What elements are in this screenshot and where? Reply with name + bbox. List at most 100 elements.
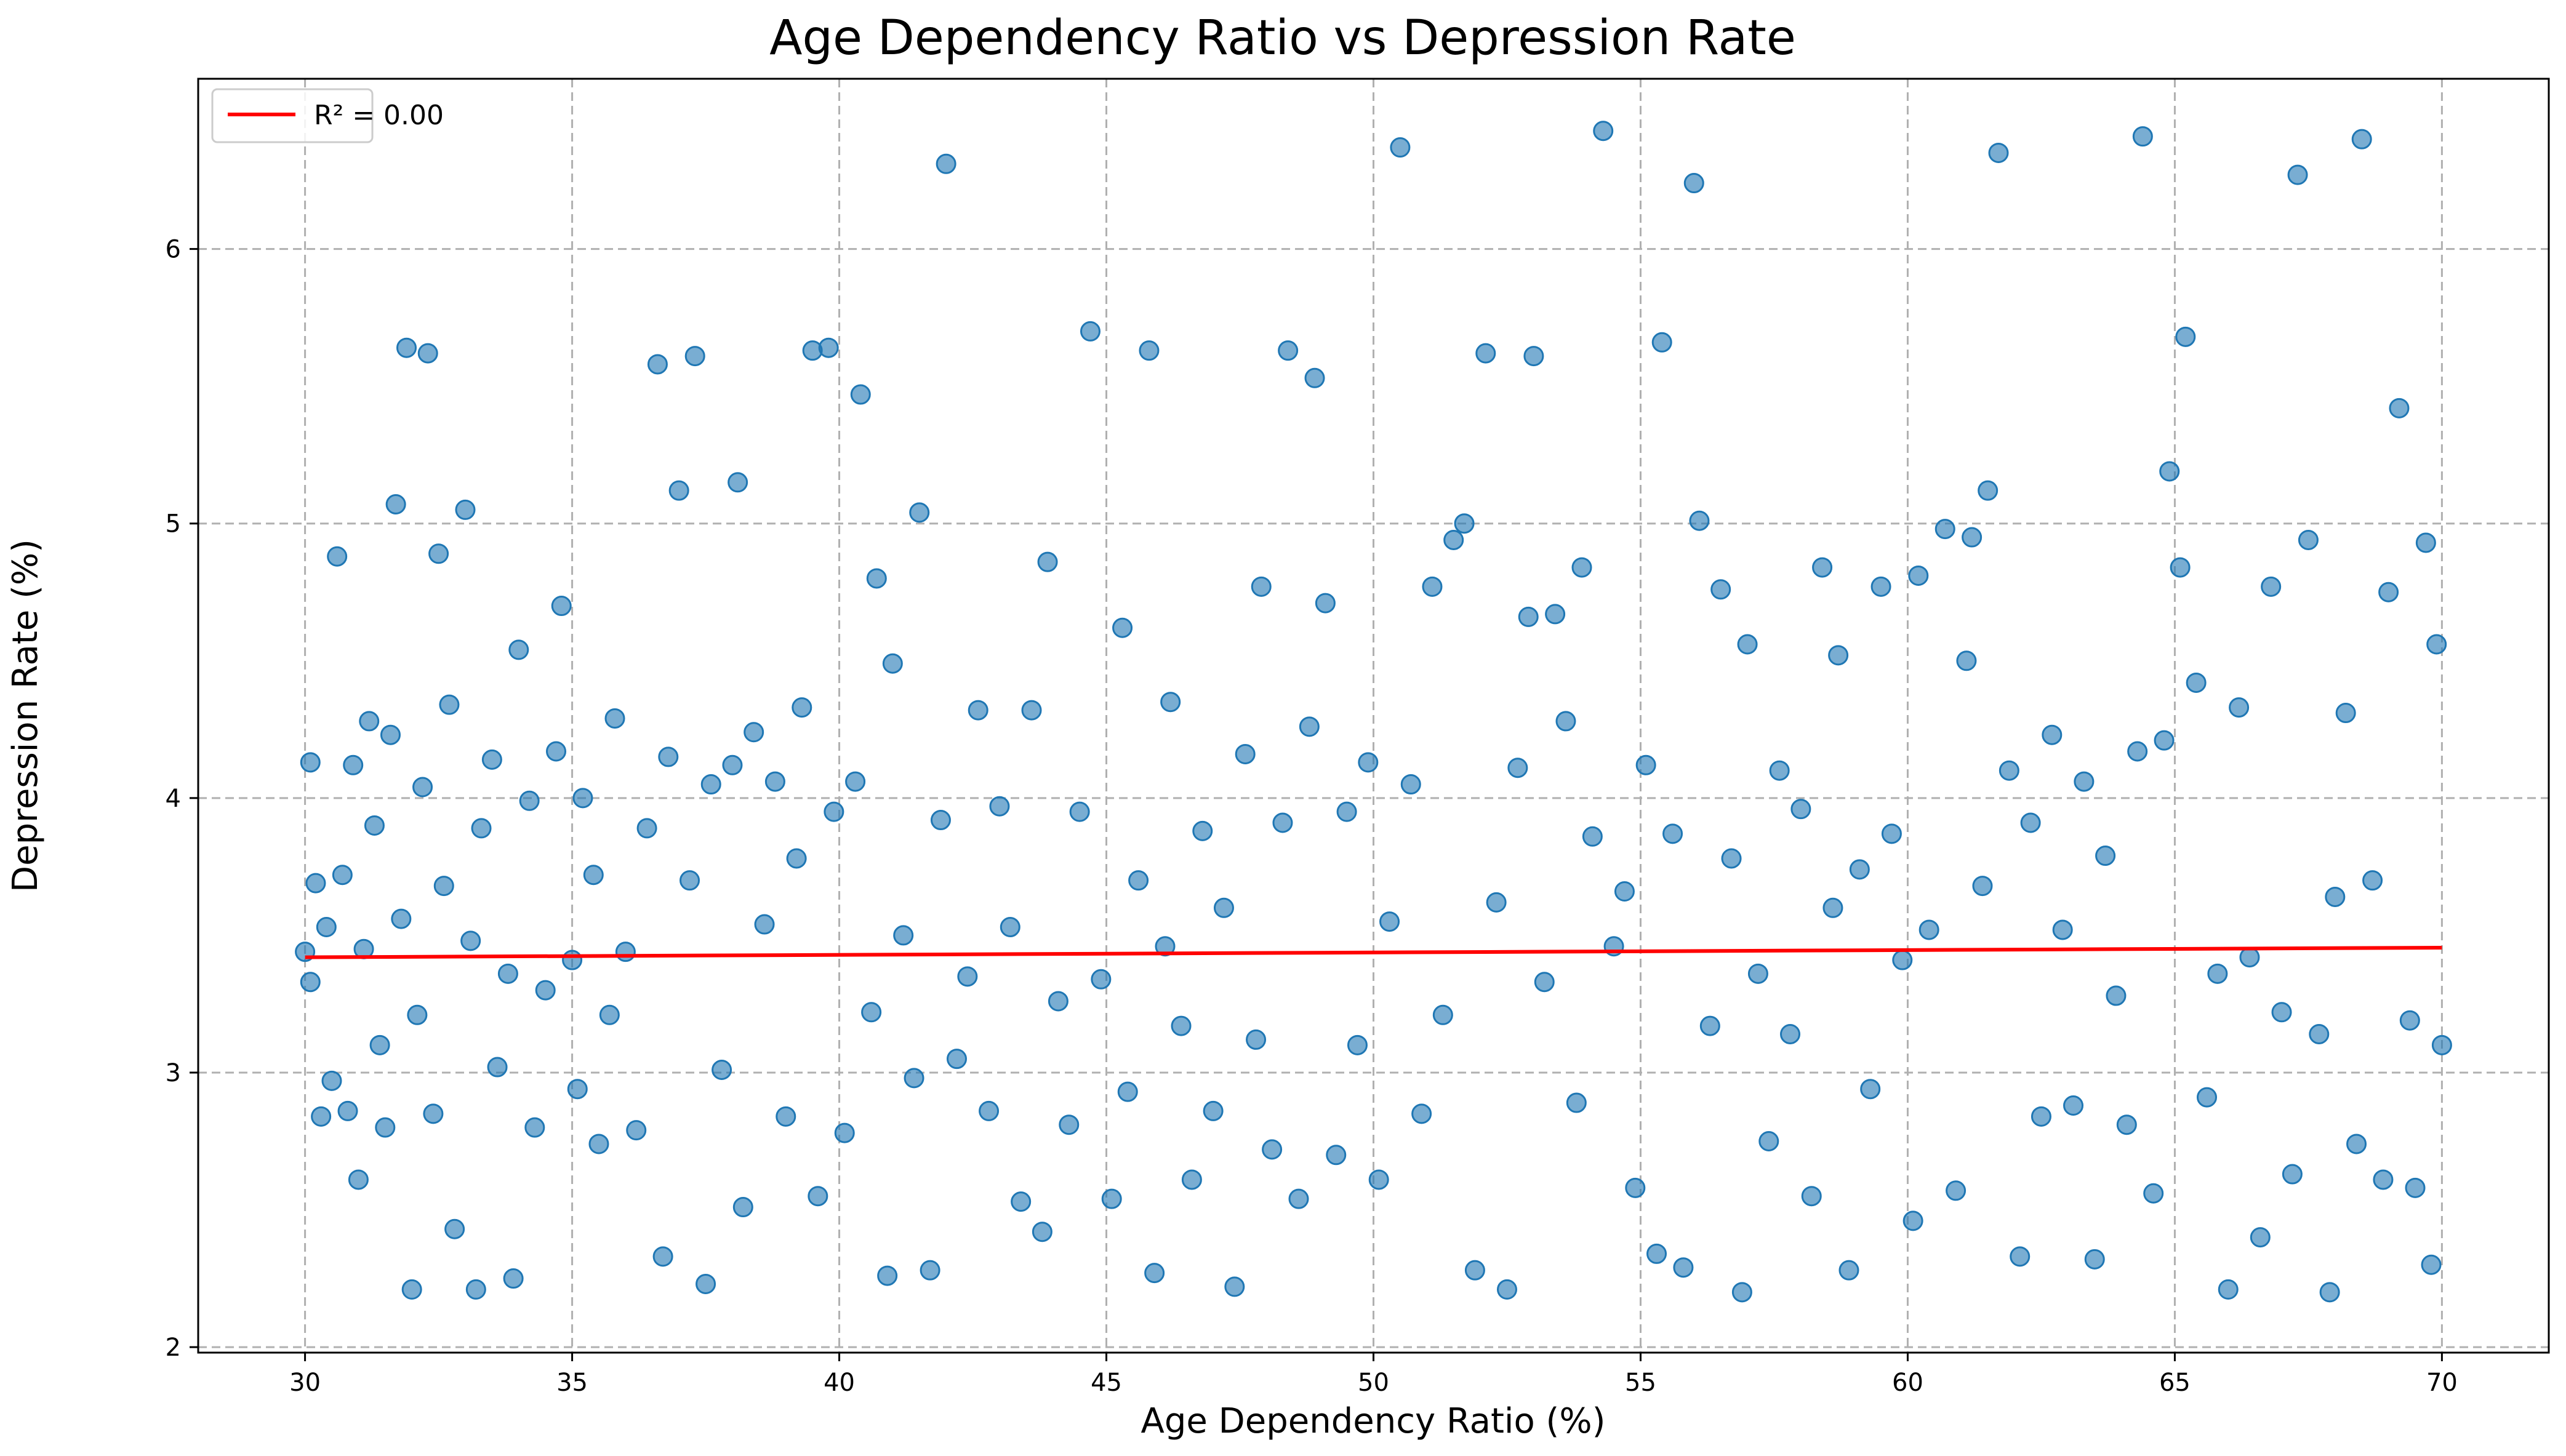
data-point (1358, 752, 1379, 773)
data-point (300, 972, 321, 993)
data-point (1812, 557, 1833, 578)
x-tick-label: 45 (1091, 1369, 1122, 1397)
data-point (343, 754, 364, 775)
data-point (2362, 870, 2383, 891)
data-point (615, 942, 636, 962)
data-point (1635, 754, 1656, 775)
data-point (567, 1079, 588, 1100)
data-point (1523, 346, 1544, 367)
data-point (2175, 326, 2196, 347)
data-point (2010, 1246, 2031, 1267)
data-point (380, 724, 401, 745)
data-point (1683, 173, 1704, 194)
data-point (1011, 1191, 1032, 1212)
grid (198, 79, 2549, 1353)
data-point (519, 790, 540, 811)
data-point (764, 771, 785, 792)
data-point (700, 774, 721, 795)
data-point (551, 596, 572, 617)
data-point (636, 818, 657, 839)
data-point (722, 754, 743, 775)
data-point (658, 746, 679, 767)
data-point (2282, 1164, 2303, 1185)
data-point (1304, 367, 1325, 388)
data-point (1464, 1260, 1485, 1281)
y-tick-label: 4 (166, 785, 181, 813)
data-point (481, 749, 502, 770)
data-point (369, 1034, 390, 1055)
data-point (1956, 650, 1977, 671)
data-point (2426, 634, 2447, 655)
data-point (1080, 321, 1101, 342)
data-point (808, 1186, 828, 1207)
data-point (359, 711, 380, 732)
data-point (1935, 519, 1955, 540)
x-tick-label: 70 (2426, 1369, 2458, 1397)
data-point (583, 865, 604, 886)
data-point (2298, 529, 2319, 550)
data-point (1737, 634, 1758, 655)
regression-line (305, 945, 2442, 959)
data-point (882, 653, 903, 674)
data-point (1037, 551, 1058, 572)
data-point (487, 1057, 508, 1078)
legend: R² = 0.00 (211, 88, 444, 143)
y-axis-ticks: 2 3 4 5 6 (166, 236, 198, 1362)
data-point (936, 153, 956, 174)
data-point (412, 777, 433, 798)
data-point (1171, 1015, 1192, 1036)
data-point (1144, 1263, 1165, 1284)
data-point (348, 1169, 369, 1190)
data-point (957, 966, 978, 987)
data-point (546, 741, 567, 762)
data-point (1721, 848, 1742, 869)
data-point (1192, 820, 1213, 841)
data-point (2373, 1169, 2394, 1190)
regression-line-layer (305, 945, 2442, 959)
scatter-points (295, 121, 2452, 1303)
data-point (1336, 801, 1357, 822)
y-tick-label: 2 (166, 1334, 181, 1362)
data-point (732, 1197, 753, 1218)
data-point (337, 1100, 358, 1121)
data-point (1486, 892, 1507, 913)
data-point (877, 1265, 898, 1286)
y-tick-label: 6 (166, 236, 181, 264)
x-tick-label: 40 (824, 1369, 855, 1397)
data-point (1673, 1257, 1694, 1278)
data-point (1422, 576, 1443, 597)
data-point (1978, 480, 1999, 501)
data-point (1571, 557, 1592, 578)
data-point (2127, 741, 2148, 762)
data-point (2042, 724, 2063, 745)
data-point (1972, 876, 1993, 897)
data-point (524, 1117, 545, 1138)
data-point (1769, 760, 1790, 781)
data-point (1224, 1276, 1245, 1297)
data-point (1299, 716, 1320, 737)
data-point (311, 1106, 332, 1127)
data-point (2421, 1254, 2442, 1275)
data-point (1710, 579, 1731, 600)
data-point (1999, 760, 2019, 781)
x-tick-label: 50 (1358, 1369, 1389, 1397)
data-point (1555, 711, 1576, 732)
x-axis-ticks: 30 35 40 45 50 55 60 65 70 (289, 1353, 2458, 1397)
data-point (930, 810, 951, 831)
data-point (1860, 1079, 1881, 1100)
data-point (2335, 703, 2356, 724)
data-point (2154, 730, 2175, 751)
data-point (979, 1100, 1000, 1121)
data-point (1881, 823, 1902, 844)
data-point (460, 930, 481, 951)
data-point (834, 1122, 855, 1143)
data-point (2319, 1282, 2340, 1303)
data-point (1496, 1279, 1517, 1300)
data-point (321, 1070, 342, 1091)
data-point (1315, 593, 1336, 614)
data-point (465, 1279, 486, 1300)
data-point (327, 546, 348, 567)
data-point (668, 480, 689, 501)
data-point (920, 1260, 940, 1281)
data-point (1593, 121, 1614, 142)
